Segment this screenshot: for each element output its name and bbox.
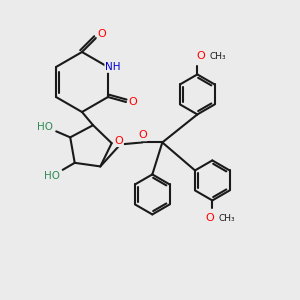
Text: O: O <box>129 97 137 107</box>
Text: CH₃: CH₃ <box>209 52 226 61</box>
Text: HO: HO <box>44 171 60 181</box>
Text: O: O <box>196 51 205 62</box>
Text: HO: HO <box>37 122 53 132</box>
Text: O: O <box>138 130 147 140</box>
Text: NH: NH <box>105 62 121 72</box>
Text: O: O <box>98 29 106 39</box>
Text: CH₃: CH₃ <box>218 214 235 223</box>
Text: O: O <box>114 136 123 146</box>
Text: O: O <box>205 213 214 224</box>
